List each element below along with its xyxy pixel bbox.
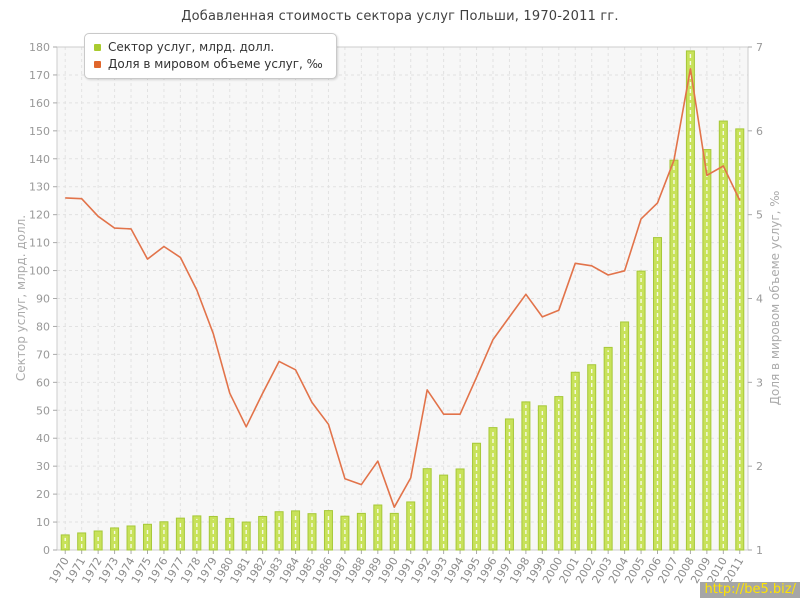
left-axis-tick-label: 100	[29, 265, 50, 278]
left-axis-tick-label: 30	[36, 460, 50, 473]
left-axis-tick-label: 0	[43, 544, 50, 557]
left-axis-tick-label: 110	[29, 237, 50, 250]
left-axis-tick-label: 20	[36, 488, 50, 501]
bar-1976[interactable]	[159, 521, 169, 551]
legend-bar-swatch-icon	[94, 44, 101, 51]
left-axis-tick-label: 80	[36, 320, 50, 333]
left-axis-tick-label: 140	[29, 153, 50, 166]
right-axis-tick-label: 2	[756, 460, 763, 473]
left-axis-tick-label: 170	[29, 69, 50, 82]
left-axis-title: Сектор услуг, млрд. долл.	[14, 215, 28, 381]
left-axis-tick-label: 90	[36, 293, 50, 306]
bar-2005[interactable]	[636, 270, 646, 551]
right-axis-tick-label: 6	[756, 125, 763, 138]
bar-2011[interactable]	[735, 128, 745, 551]
legend-item-services-sector[interactable]: Сектор услуг, млрд. долл.	[94, 39, 323, 56]
left-axis-tick-label: 10	[36, 516, 50, 529]
bar-1981[interactable]	[241, 521, 251, 551]
chart-title: Добавленная стоимость сектора услуг Поль…	[181, 9, 619, 24]
bar-1971[interactable]	[77, 532, 87, 551]
watermark-link[interactable]: http://be5.biz/	[700, 582, 800, 598]
legend-label-services-sector: Сектор услуг, млрд. долл.	[108, 40, 275, 54]
bar-2002[interactable]	[587, 364, 597, 551]
right-axis-tick-label: 1	[756, 544, 763, 557]
left-axis-tick-label: 150	[29, 125, 50, 138]
bar-2000[interactable]	[554, 396, 564, 551]
left-axis-tick-label: 120	[29, 209, 50, 222]
legend-label-world-share: Доля в мировом объеме услуг, ‰	[108, 57, 323, 71]
left-axis-tick-label: 70	[36, 348, 50, 361]
right-axis-title: Доля в мировом объеме услуг, ‰	[768, 191, 782, 406]
right-axis-tick-label: 4	[756, 293, 763, 306]
left-axis-tick-label: 50	[36, 404, 50, 417]
left-axis-tick-label: 60	[36, 376, 50, 389]
bar-1970[interactable]	[60, 534, 70, 551]
right-axis-tick-label: 5	[756, 209, 763, 222]
right-axis-tick-label: 3	[756, 376, 763, 389]
left-axis-tick-label: 160	[29, 97, 50, 110]
legend: Сектор услуг, млрд. долл. Доля в мировом…	[84, 33, 337, 79]
right-axis-tick-label: 7	[756, 41, 763, 54]
world-share-line[interactable]	[65, 68, 741, 509]
bar-1977[interactable]	[175, 517, 185, 551]
legend-item-world-share[interactable]: Доля в мировом объеме услуг, ‰	[94, 56, 323, 73]
bar-1980[interactable]	[225, 517, 235, 551]
left-axis-tick-label: 40	[36, 432, 50, 445]
plot-area: 0 10 20 30 40 50 60 70 80 90 100 110 120 130 140 150 160…	[29, 41, 763, 586]
bar-1989[interactable]	[373, 504, 383, 551]
left-axis-tick-label: 180	[29, 41, 50, 54]
left-axis-tick-label: 130	[29, 181, 50, 194]
legend-line-swatch-icon	[94, 61, 101, 68]
